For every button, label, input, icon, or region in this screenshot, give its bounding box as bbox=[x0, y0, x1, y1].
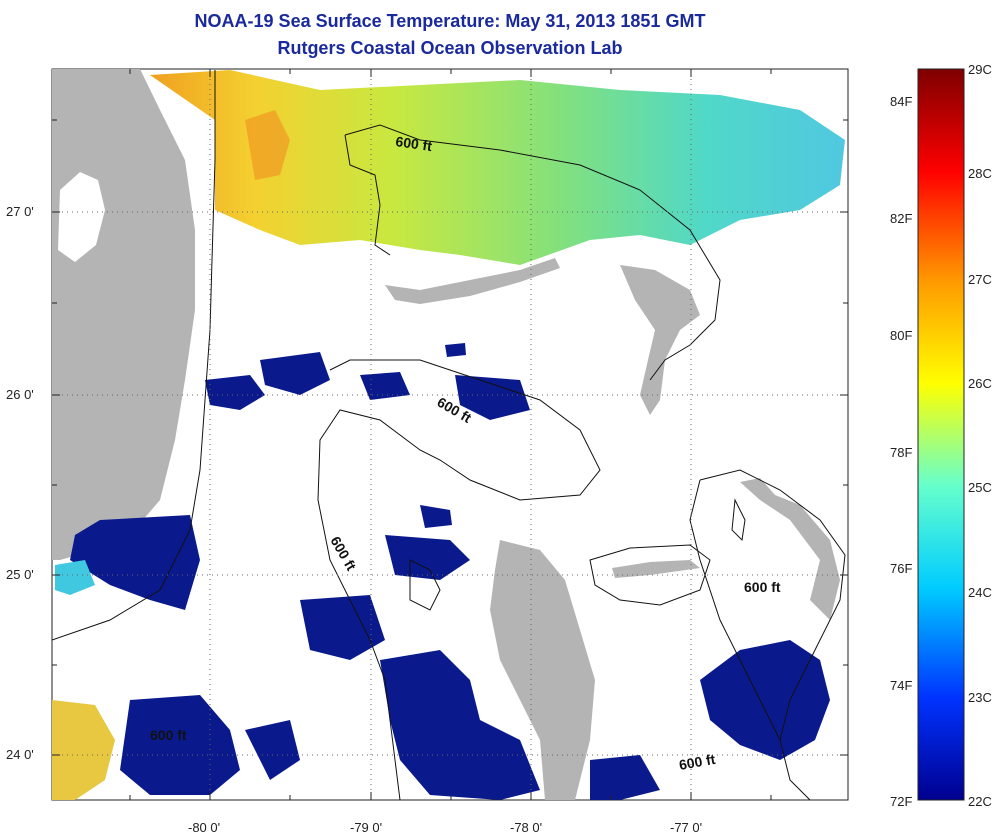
y-tick-label: 24 0' bbox=[6, 747, 34, 762]
warm-water-southwest bbox=[52, 700, 115, 800]
lake-okeechobee bbox=[58, 172, 105, 262]
contour-label: 600 ft bbox=[678, 751, 717, 773]
graticule bbox=[52, 69, 848, 800]
colorbar-celsius-label: 23C bbox=[968, 690, 992, 705]
warm-core bbox=[245, 110, 290, 180]
colorbar-celsius-label: 25C bbox=[968, 480, 992, 495]
exuma-land bbox=[740, 478, 840, 620]
y-tick-label: 25 0' bbox=[6, 567, 34, 582]
grand-bahama-land bbox=[385, 258, 560, 304]
cold-water-patches bbox=[70, 343, 830, 800]
map-title: NOAA-19 Sea Surface Temperature: May 31,… bbox=[194, 11, 706, 31]
depth-contours bbox=[52, 70, 846, 800]
y-tick-label: 27 0' bbox=[6, 204, 34, 219]
colorbar-celsius-label: 29C bbox=[968, 62, 992, 77]
contour-label: 600 ft bbox=[395, 133, 434, 154]
x-tick-label: -78 0' bbox=[510, 820, 543, 835]
axis-ticks bbox=[52, 69, 848, 800]
map-subtitle: Rutgers Coastal Ocean Observation Lab bbox=[277, 38, 623, 58]
colorbar-fahrenheit-label: 76F bbox=[890, 561, 913, 576]
colorbar-fahrenheit-label: 72F bbox=[890, 794, 913, 809]
contour-label: 600 ft bbox=[150, 727, 187, 743]
andros-land bbox=[490, 540, 595, 800]
colorbar-celsius-label: 24C bbox=[968, 585, 992, 600]
colorbar-fahrenheit-label: 82F bbox=[890, 211, 913, 226]
colorbar-fahrenheit-label: 80F bbox=[890, 328, 913, 343]
x-tick-label: -79 0' bbox=[350, 820, 383, 835]
colorbar-celsius-label: 26C bbox=[968, 376, 992, 391]
colorbar-celsius-label: 28C bbox=[968, 166, 992, 181]
colorbar-celsius-label: 27C bbox=[968, 272, 992, 287]
colorbar-fahrenheit-label: 84F bbox=[890, 94, 913, 109]
colorbar bbox=[917, 68, 965, 801]
x-tick-label: -77 0' bbox=[670, 820, 703, 835]
colorbar-celsius-label: 22C bbox=[968, 794, 992, 809]
contour-label: 600 ft bbox=[744, 579, 781, 595]
x-tick-label: -80 0' bbox=[188, 820, 221, 835]
warm-water-region bbox=[150, 70, 845, 265]
eleuthera-land bbox=[612, 560, 700, 578]
colorbar-fahrenheit-label: 78F bbox=[890, 445, 913, 460]
great-abaco-land bbox=[620, 265, 700, 415]
y-tick-label: 26 0' bbox=[6, 387, 34, 402]
cyan-water-southwest bbox=[55, 560, 95, 595]
colorbar-fahrenheit-label: 74F bbox=[890, 678, 913, 693]
